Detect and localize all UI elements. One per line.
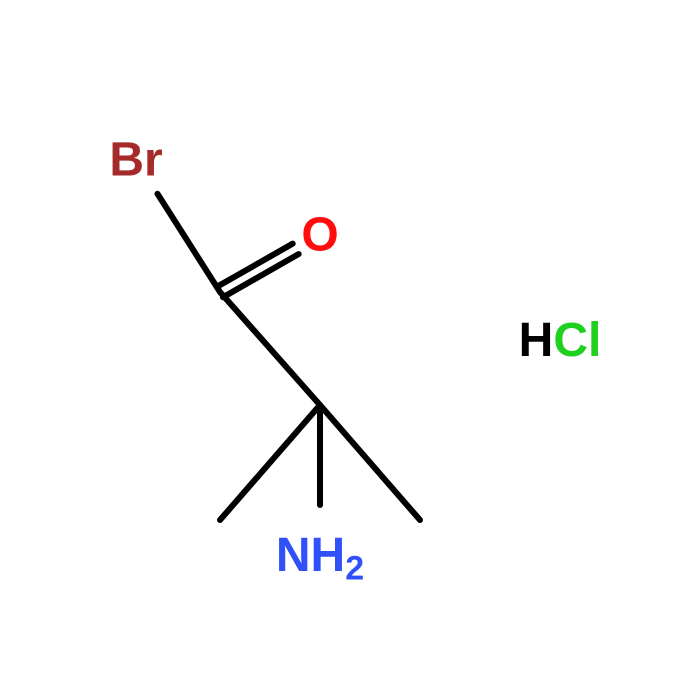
atom-N: NH2 xyxy=(276,529,364,588)
fragment-HCl: HCl xyxy=(519,314,602,367)
atom-labels-group: Br O NH2 HCl xyxy=(109,134,601,588)
bonds-group xyxy=(157,194,420,520)
molecule-canvas: Br O NH2 HCl xyxy=(0,0,700,700)
atom-O: O xyxy=(301,209,338,262)
atom-Br: Br xyxy=(109,134,162,187)
